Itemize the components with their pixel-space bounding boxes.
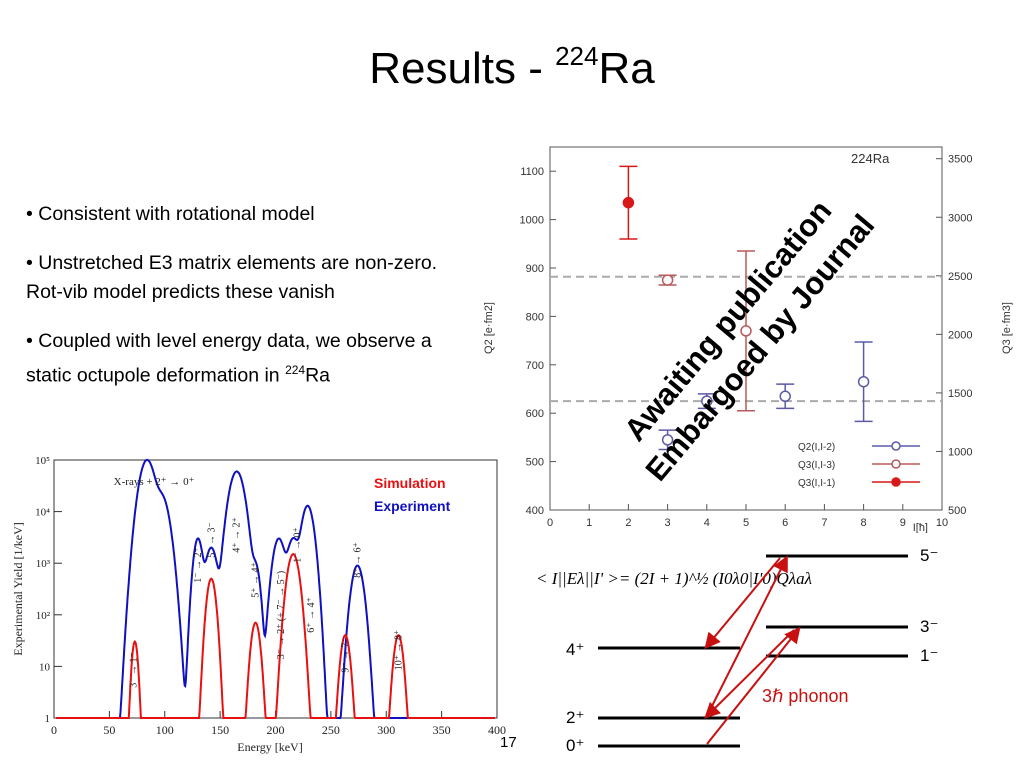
y-tick-label-left: 1000 <box>520 215 544 227</box>
level-label-4plus: 4⁺ <box>566 640 584 659</box>
spectrum-y-tick-label: 10⁵ <box>35 455 50 467</box>
level-label-2plus: 2⁺ <box>566 708 584 727</box>
bullet-list: • Consistent with rotational model • Uns… <box>26 200 476 411</box>
spectrum-x-tick-label: 250 <box>322 723 340 737</box>
spectrum-annotation: 8⁺ → 6⁺ <box>352 542 363 578</box>
y-tick-label-right: 3000 <box>948 212 972 224</box>
spectrum-x-tick-label: 150 <box>211 723 229 737</box>
spectrum-annotation: 5⁺ → 4⁺ <box>251 562 262 598</box>
data-point <box>857 375 870 388</box>
spectrum-annotation: 4⁺ → 2⁺ <box>232 517 243 553</box>
transition-5-to-4 <box>704 557 781 650</box>
level-label-5minus: 5⁻ <box>920 546 938 565</box>
spectrum-annotation: 3⁻ → 1⁻ <box>129 652 140 688</box>
level-label-0plus: 0⁺ <box>566 736 584 755</box>
transition-2-to-5 <box>706 555 788 717</box>
spectrum-x-label: Energy [keV] <box>237 740 302 754</box>
y-tick-label-left: 600 <box>526 408 544 420</box>
spectrum-x-tick-label: 100 <box>156 723 174 737</box>
y-tick-label-right: 500 <box>948 505 966 517</box>
matrix-element-equation: < I||Eλ||I' >= (2I + 1)^½ (I0λ0|I'0)Qλaλ <box>536 569 812 588</box>
level-label-3minus: 3⁻ <box>920 617 938 636</box>
spectrum-annotation: 1⁻ → 2⁺ <box>193 547 204 583</box>
spectrum-y-label: Experimental Yield [1/keV] <box>11 522 25 656</box>
data-point <box>661 274 674 286</box>
legend-experiment: Experiment <box>374 498 451 514</box>
legend-marker-q3-i1 <box>891 477 901 487</box>
bullet-3: • Coupled with level energy data, we obs… <box>26 330 432 387</box>
simulation-curve <box>56 553 495 719</box>
data-point <box>740 325 752 337</box>
y-axis-label-left: Q2 [e·fm2] <box>483 302 495 354</box>
spectrum-annotation: 6⁺ → 4⁺ <box>306 597 317 633</box>
spectrum-annotation: X-rays + 2⁺ → 0⁺ <box>114 476 195 488</box>
spectrum-x-tick-label: 300 <box>377 723 395 737</box>
x-tick-label: 0 <box>547 517 553 529</box>
spectrum-annotation: 1⁻ → 0⁺ <box>293 527 304 563</box>
transition-0-to-3 <box>706 626 801 745</box>
x-tick-label: 1 <box>586 517 592 529</box>
y-tick-label-left: 1100 <box>520 166 544 178</box>
level-label-1minus: 1⁻ <box>920 646 938 665</box>
data-point <box>701 395 713 407</box>
spectrum-x-tick-label: 200 <box>267 723 285 737</box>
spectrum-annotation: 3⁻ → 2⁺ (+ 7⁻ → 5⁻) <box>276 571 287 659</box>
data-point <box>622 196 635 209</box>
y-tick-label-left: 800 <box>526 311 544 323</box>
slide-title: Results - 224Ra <box>369 41 655 93</box>
legend-label-q2: Q2(I,I-2) <box>798 442 835 453</box>
spectrum-x-tick-label: 50 <box>103 723 115 737</box>
data-point <box>779 390 791 403</box>
transition-3-to-2 <box>704 629 795 719</box>
bullet-2: • Unstretched E3 matrix elements are non… <box>26 252 438 303</box>
x-tick-label: 8 <box>861 517 867 529</box>
x-tick-label: 3 <box>665 517 671 529</box>
legend-marker-q2 <box>891 441 901 451</box>
moments-chart: 0 1 2 3 4 5 6 7 8 9 10 400 500 600 700 800 900 1000 1100 50… <box>483 146 1013 533</box>
legend-simulation: Simulation <box>374 475 446 491</box>
legend-label-q3-i1: Q3(I,I-1) <box>798 478 835 489</box>
spectrum-y-tick-label: 1 <box>45 713 51 725</box>
spectrum-y-tick-label: 10 <box>39 661 51 673</box>
x-tick-label: 6 <box>782 517 788 529</box>
y-axis-label-right: Q3 [e·fm3] <box>1001 302 1013 354</box>
y-tick-label-left: 700 <box>526 360 544 372</box>
x-tick-label: 5 <box>743 517 749 529</box>
y-tick-label-left: 900 <box>526 263 544 275</box>
y-tick-label-right: 2000 <box>948 329 972 341</box>
data-point <box>661 434 674 446</box>
spectrum-annotation: 9⁻ → 7⁻ <box>340 637 351 673</box>
spectrum-annotation: 10⁺ → 8⁺ <box>393 630 404 671</box>
x-axis-label: I[ħ] <box>913 522 928 533</box>
spectrum-y-tick-label: 10² <box>36 610 51 622</box>
bullet-1: • Consistent with rotational model <box>26 203 315 225</box>
y-tick-label-right: 1500 <box>948 388 972 400</box>
y-tick-label-right: 1000 <box>948 446 972 458</box>
spectrum-x-tick-label: 0 <box>51 723 57 737</box>
page-number: 17 <box>500 734 517 751</box>
y-tick-label-left: 400 <box>526 505 544 517</box>
spectrum-y-tick-label: 10³ <box>36 558 51 570</box>
embargo-watermark: Awaiting publication Embargoed by Journa… <box>617 193 882 488</box>
y-tick-label-right: 2500 <box>948 271 972 283</box>
chart-legend: Q2(I,I-2) Q3(I,I-3) Q3(I,I-1) <box>798 441 920 489</box>
x-tick-label: 9 <box>900 517 906 529</box>
y-tick-label-right: 3500 <box>948 154 972 166</box>
spectrum-x-tick-label: 400 <box>488 723 506 737</box>
legend-marker-q3-i3 <box>891 459 901 469</box>
y-tick-label-left: 500 <box>526 457 544 469</box>
x-tick-label: 4 <box>704 517 710 529</box>
spectrum-x-tick-label: 350 <box>433 723 451 737</box>
watermark-line-2: Embargoed by Journal <box>639 208 882 488</box>
phonon-label: 3ℏ phonon <box>762 686 848 706</box>
x-tick-label: 7 <box>821 517 827 529</box>
spectrum-y-tick-label: 10⁴ <box>35 507 50 519</box>
legend-label-q3-i3: Q3(I,I-3) <box>798 460 835 471</box>
x-tick-label: 2 <box>625 517 631 529</box>
level-scheme: < I||Eλ||I' >= (2I + 1)^½ (I0λ0|I'0)Qλaλ… <box>536 546 938 755</box>
spectrum-annotation: 5⁻ → 3⁻ <box>206 522 217 558</box>
x-tick-label: 10 <box>936 517 948 529</box>
spectrum-chart: 0 50 100 150 200 250 300 350 40011010²10³10⁴10⁵ … <box>11 455 506 754</box>
chart-inset-title: 224Ra <box>851 151 890 166</box>
